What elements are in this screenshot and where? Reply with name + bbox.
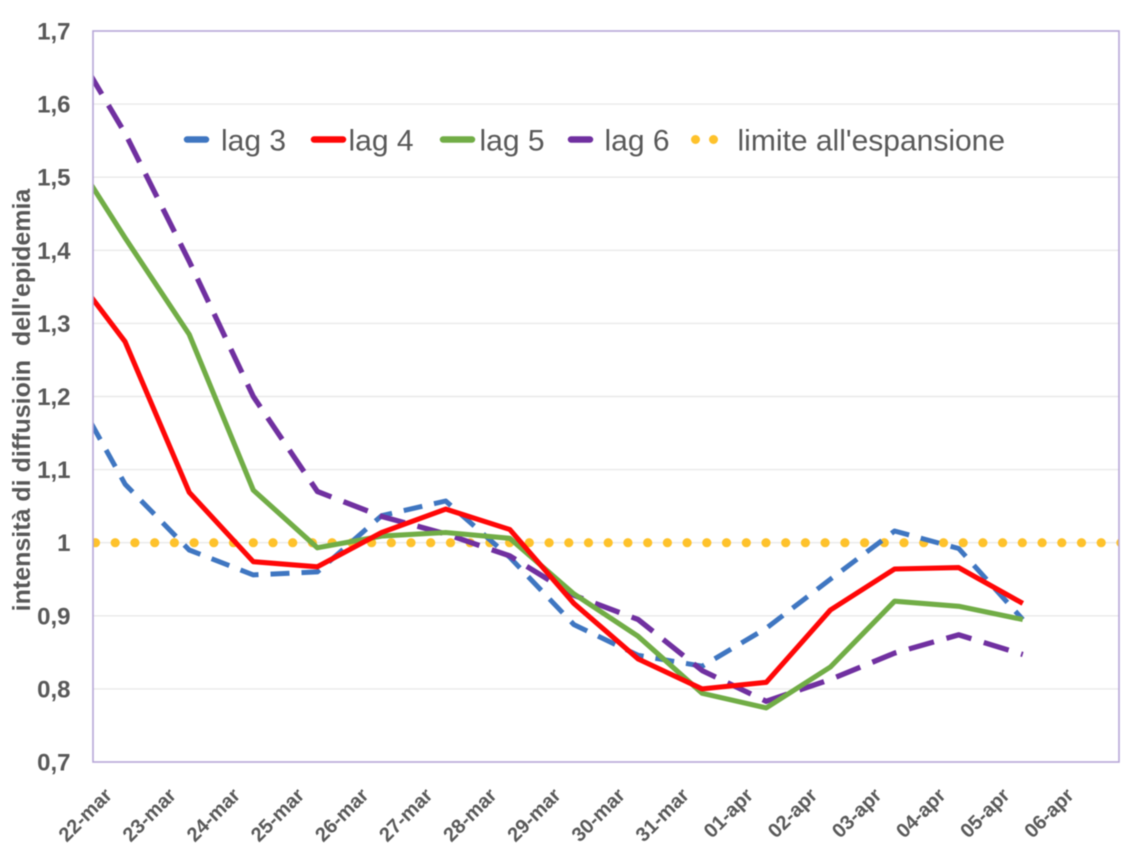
svg-text:1,7: 1,7 — [37, 19, 70, 46]
svg-text:1,4: 1,4 — [37, 238, 71, 265]
svg-text:0,9: 0,9 — [37, 603, 70, 630]
svg-text:1,3: 1,3 — [37, 311, 70, 338]
svg-text:0,7: 0,7 — [37, 750, 70, 777]
svg-text:lag 3: lag 3 — [221, 125, 286, 158]
svg-text:1: 1 — [57, 530, 70, 557]
svg-text:1,5: 1,5 — [37, 165, 70, 192]
svg-text:limite all'espansione: limite all'espansione — [738, 125, 1006, 158]
svg-text:0,8: 0,8 — [37, 676, 70, 703]
svg-text:1,6: 1,6 — [37, 92, 70, 119]
svg-text:intensità di diffusioin dell': intensità di diffusioin dell'epidemia — [8, 188, 36, 612]
svg-text:lag 5: lag 5 — [480, 125, 545, 158]
svg-text:1,1: 1,1 — [37, 457, 70, 484]
svg-text:lag 6: lag 6 — [605, 125, 670, 158]
svg-text:lag 4: lag 4 — [349, 125, 414, 158]
svg-text:1,2: 1,2 — [37, 384, 70, 411]
